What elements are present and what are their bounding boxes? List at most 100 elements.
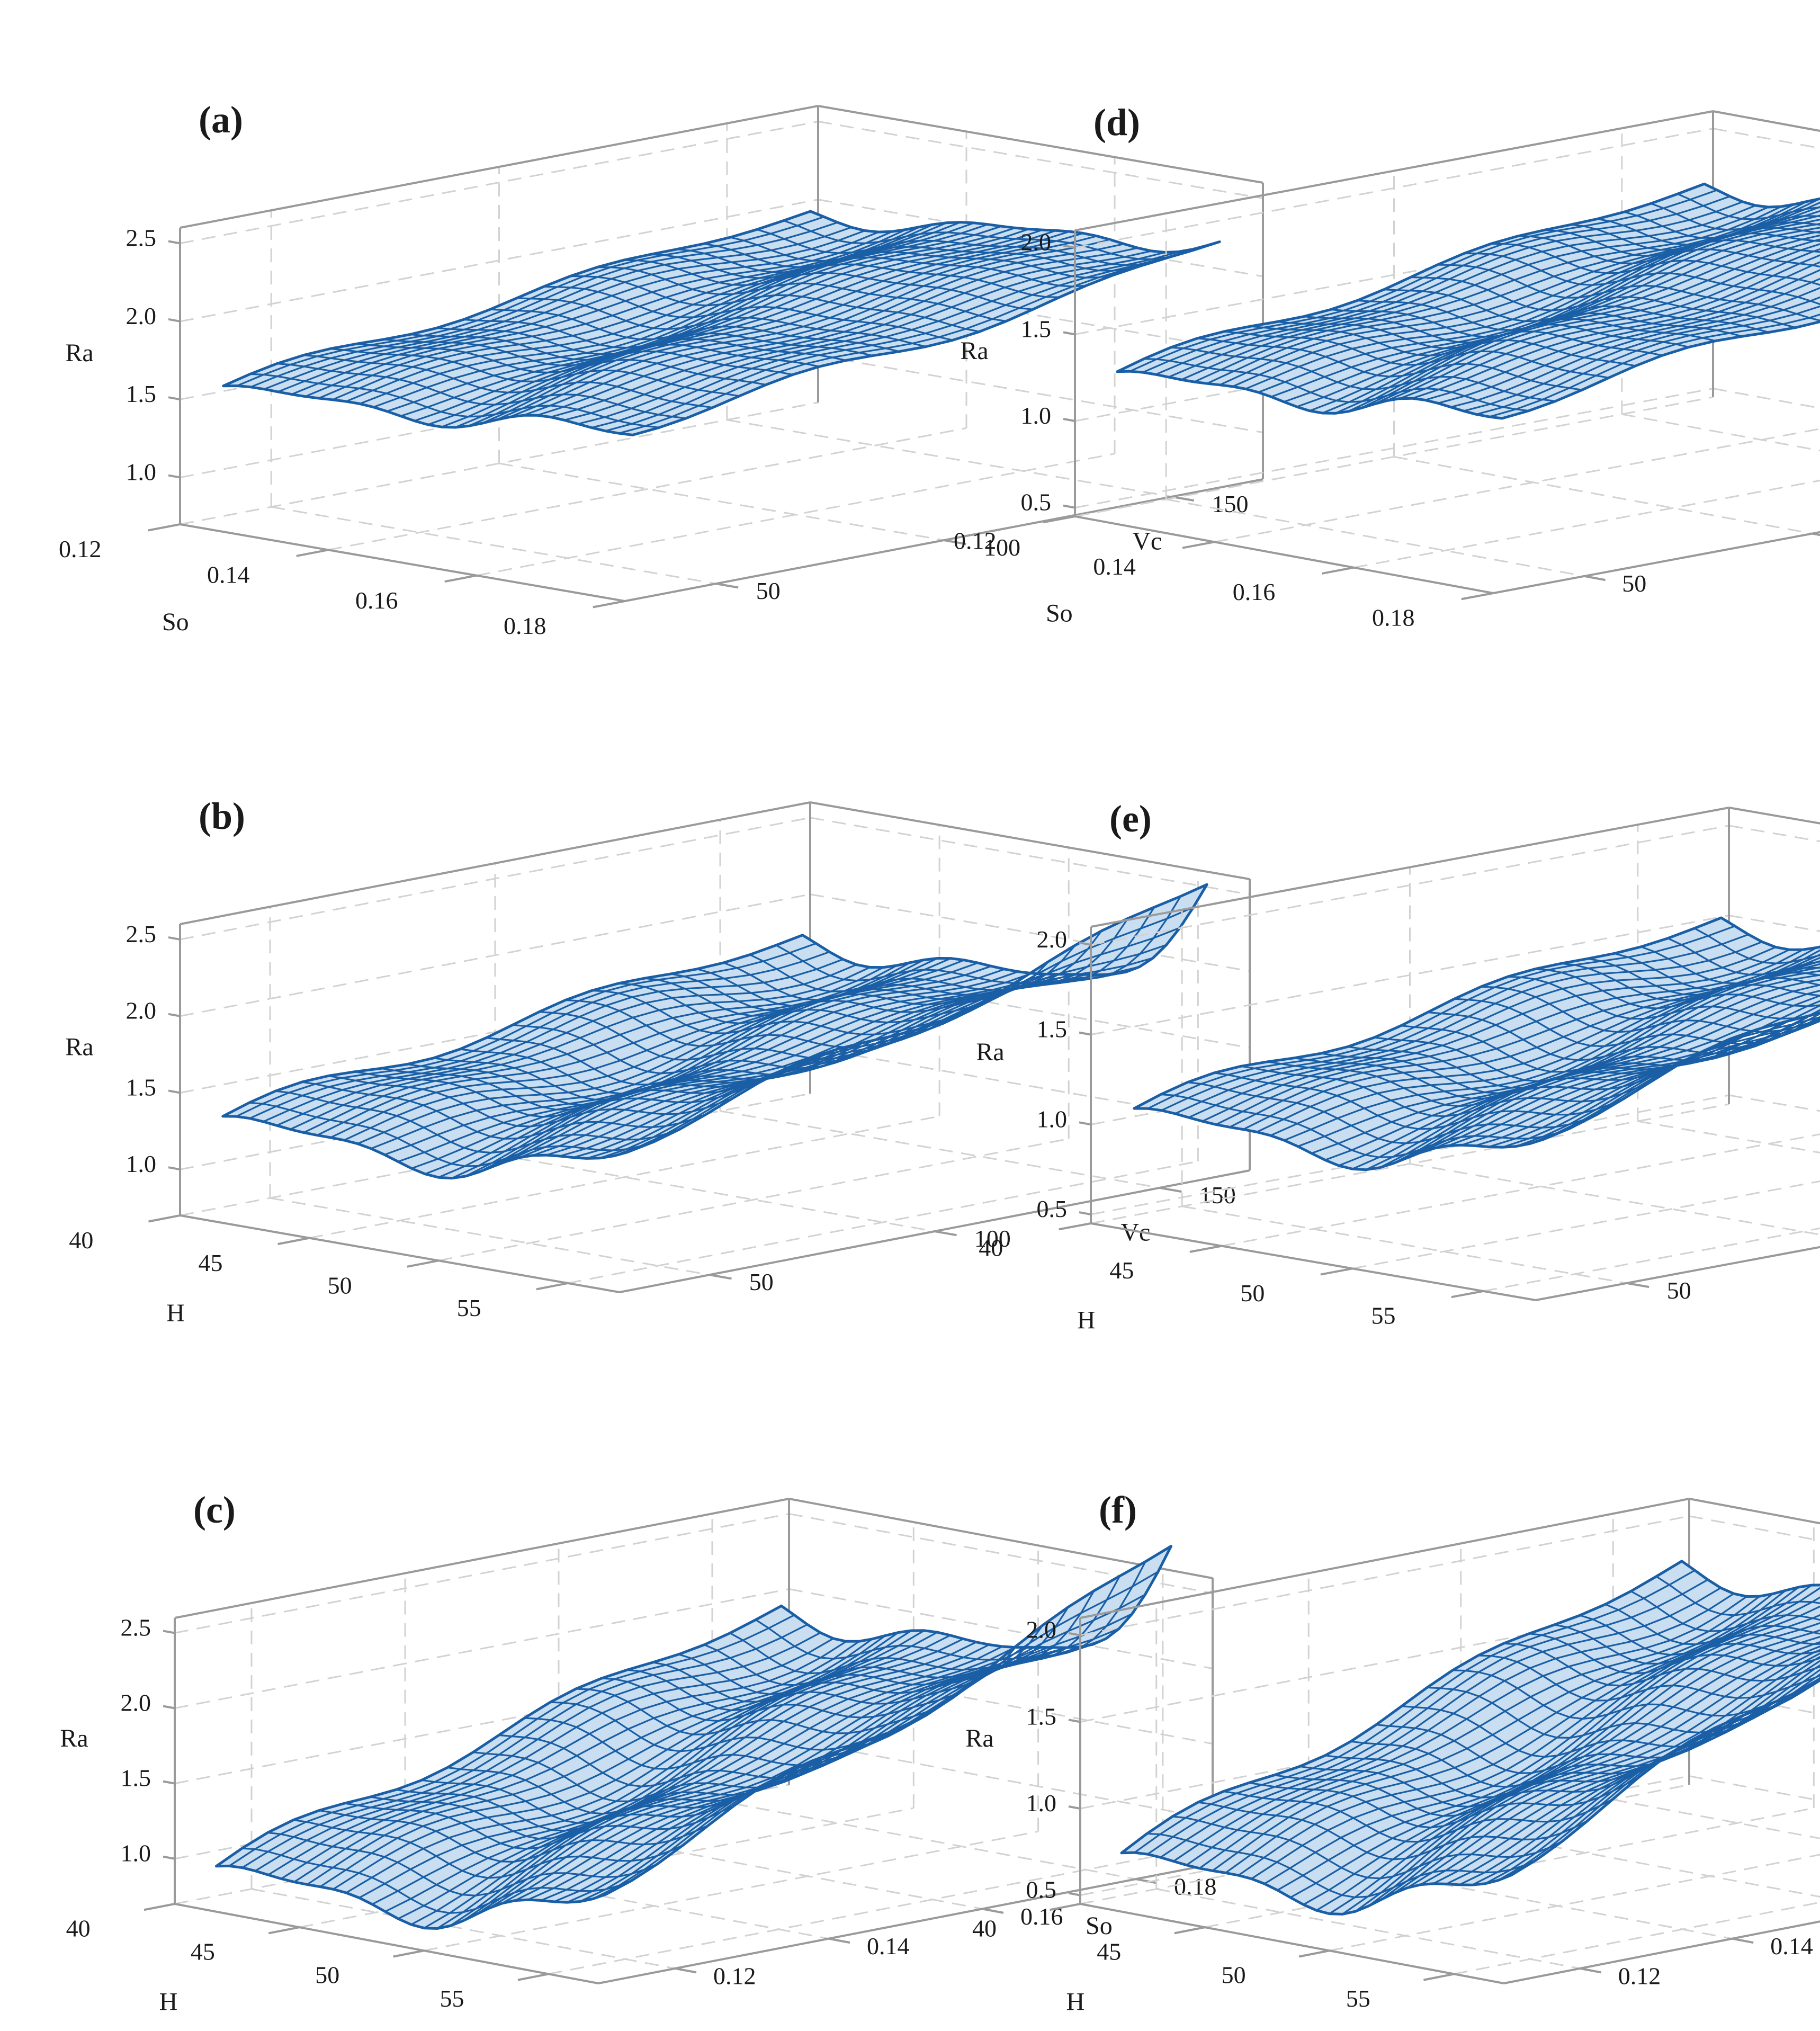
surface-mesh-line: [1161, 933, 1749, 1112]
response-surface: [1116, 182, 1820, 420]
surface-mesh-line: [276, 964, 857, 1126]
z-tick-label: 2.5: [126, 920, 157, 947]
side-wall-grid-line: [1090, 825, 1729, 946]
surface-plot-c: 40 45 50 55 0.12 0.14 0.16 0.18 1.0 1.5 2.0 2.5 H So R…: [60, 1489, 1216, 2016]
axis-edge: [598, 1863, 1213, 1984]
x-axis-label: So: [1046, 599, 1073, 627]
surface-mesh-line: [1459, 1673, 1820, 1886]
x-tick-mark: [1043, 515, 1075, 524]
surface-mesh-line: [267, 1638, 834, 1876]
surface-mesh-line: [450, 1647, 1016, 1927]
y-tick-mark: [1135, 1878, 1158, 1884]
y-tick-label: 0.16: [1020, 1903, 1063, 1930]
x-tick-label: 0.14: [1093, 553, 1136, 580]
back-wall-grid-line: [1713, 388, 1820, 409]
floor-grid-line: [720, 1110, 1160, 1189]
z-tick-label: 1.5: [1021, 315, 1052, 342]
x-tick-mark: [1182, 541, 1215, 549]
surface-mesh-line: [579, 1594, 1146, 1902]
surface-mesh-line: [304, 230, 893, 398]
z-tick-label: 2.0: [1026, 1616, 1057, 1643]
surface-mesh-line: [1424, 269, 1820, 401]
z-axis-label: Ra: [965, 1724, 993, 1752]
back-wall-grid-line: [1689, 1515, 1820, 1542]
surface-mesh-line: [293, 1640, 860, 1883]
y-tick-label: 50: [749, 1268, 774, 1295]
surface-mesh-line: [496, 232, 1084, 421]
x-tick-label: 40: [972, 1915, 997, 1942]
side-wall-grid-line: [1074, 128, 1714, 249]
surface-mesh-line: [1134, 1569, 1696, 1854]
surface-mesh-line: [358, 1630, 925, 1899]
x-tick-label: 0.18: [1372, 604, 1415, 631]
surface-mesh-line: [424, 1644, 990, 1929]
x-tick-label: 40: [66, 1915, 91, 1942]
surface-mesh-line: [1270, 210, 1820, 398]
z-tick-label: 2.5: [126, 224, 157, 251]
surface-mesh-line: [414, 225, 1002, 422]
surface-mesh-line: [1393, 995, 1820, 1165]
surface-mesh-line: [307, 1638, 873, 1885]
side-wall-grid-line: [1090, 915, 1729, 1036]
back-wall-grid-line: [1713, 128, 1820, 149]
floor-grid-line: [727, 419, 1172, 498]
surface-mesh-line: [1342, 1635, 1820, 1915]
surface-mesh-line: [1463, 296, 1820, 412]
surface-mesh-line: [436, 1645, 1003, 1929]
x-tick-label: 45: [199, 1249, 223, 1276]
y-tick-label: 100: [974, 1225, 1011, 1252]
z-axis-label: Ra: [65, 339, 93, 367]
z-tick-mark: [1063, 504, 1075, 509]
surface-mesh-line: [425, 968, 1005, 1175]
z-tick-label: 1.5: [126, 1073, 157, 1101]
x-tick-mark: [536, 1282, 568, 1291]
surface-mesh-line: [1472, 1677, 1820, 1886]
surface-mesh-line: [1476, 305, 1820, 415]
x-tick-mark: [517, 1973, 549, 1981]
surface-mesh-line: [1194, 205, 1782, 383]
side-wall-grid-line: [180, 893, 811, 1017]
surface-mesh-line: [1489, 1019, 1820, 1148]
panel-label: (c): [193, 1489, 236, 1531]
x-tick-label: 50: [315, 1962, 339, 1989]
surface-mesh-line: [626, 883, 1207, 1153]
surface-mesh-line: [1147, 1579, 1708, 1855]
panel-label: (d): [1093, 101, 1140, 144]
x-tick-label: 0.18: [504, 612, 546, 639]
surface-mesh-line: [1168, 204, 1756, 378]
z-tick-label: 2.5: [121, 1614, 151, 1641]
x-tick-mark: [1423, 1973, 1455, 1981]
y-tick-label: 0.12: [1618, 1962, 1661, 1989]
surface-mesh-line: [1238, 1586, 1799, 1876]
axis-edge: [1493, 531, 1820, 594]
z-tick-label: 0.5: [1021, 489, 1052, 516]
surface-mesh-line: [559, 966, 1140, 1157]
y-tick-mark: [675, 1967, 697, 1974]
floor-grid-line: [309, 1115, 940, 1239]
x-tick-mark: [1189, 1245, 1222, 1253]
surface-mesh-line: [1322, 227, 1820, 414]
axis-ticks: 40 45 50 55 0.12 0.14 0.16 0.18 0.5 1.0 1.5 2.0: [972, 1616, 1813, 2012]
surface-mesh-line: [1543, 1012, 1820, 1140]
x-tick-label: 40: [979, 1234, 1003, 1261]
z-tick-mark: [1079, 1211, 1091, 1215]
y-tick-mark: [1812, 532, 1820, 536]
z-tick-mark: [163, 1630, 175, 1634]
z-tick-mark: [163, 1705, 175, 1710]
z-axis-label: Ra: [976, 1038, 1004, 1066]
floor-grid-line: [438, 1138, 1069, 1261]
floor-grid-line: [270, 1197, 710, 1276]
z-tick-mark: [1068, 1632, 1081, 1636]
surface-mesh-line: [1212, 1593, 1773, 1872]
surface-mesh-line: [250, 221, 838, 388]
surface-mesh-line: [1284, 214, 1820, 403]
x-tick-label: 55: [1346, 1985, 1370, 2012]
back-wall-grid-line: [788, 1739, 1213, 1820]
floor-grid-line: [548, 1854, 1163, 1975]
panel-label: (f): [1099, 1489, 1137, 1531]
surface-mesh-line: [229, 1614, 795, 1867]
axis-edge: [180, 105, 819, 229]
back-wall-grid-line: [1689, 1775, 1820, 1802]
surface-mesh-line: [482, 230, 1070, 424]
